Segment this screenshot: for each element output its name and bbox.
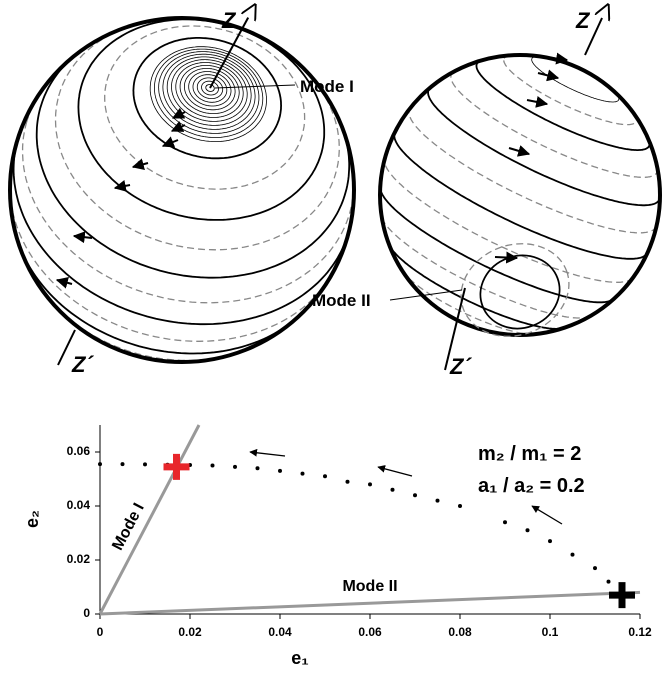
axis-label: Z´ bbox=[449, 354, 472, 379]
x-tick-label: 0 bbox=[97, 625, 104, 639]
data-point bbox=[98, 462, 102, 467]
latitude-line bbox=[196, 77, 224, 99]
latitude-line bbox=[179, 65, 240, 114]
latitude-line bbox=[132, 37, 283, 160]
latitude-line bbox=[388, 244, 565, 330]
latitude-line bbox=[402, 271, 535, 335]
latitude-line bbox=[149, 46, 267, 142]
cross-marker bbox=[609, 582, 635, 609]
data-point bbox=[233, 464, 237, 469]
data-point bbox=[503, 520, 507, 525]
x-tick-label: 0.08 bbox=[448, 625, 472, 639]
y-axis-label: e₂ bbox=[22, 510, 42, 528]
sphere-outline bbox=[8, 16, 356, 364]
annotation: m₂ / m₁ = 2 bbox=[478, 443, 581, 465]
z-axis-lower bbox=[57, 329, 76, 366]
axis-label: Z´ bbox=[71, 352, 94, 377]
latitude-line bbox=[380, 216, 591, 319]
data-point bbox=[278, 468, 282, 473]
latitude-line bbox=[192, 74, 228, 103]
axis-label: Z bbox=[575, 8, 591, 33]
sphere-drawings bbox=[8, 16, 662, 364]
data-point bbox=[300, 471, 305, 476]
data-point bbox=[143, 462, 147, 467]
data-point bbox=[323, 474, 327, 479]
annotation: a₁ / a₂ = 0.2 bbox=[478, 475, 585, 497]
motion-arrows bbox=[55, 52, 569, 289]
x-tick-label: 0.06 bbox=[358, 625, 382, 639]
data-point bbox=[458, 504, 462, 508]
cross-marker bbox=[163, 453, 190, 480]
mode-label: Mode I bbox=[300, 77, 354, 96]
mode-line bbox=[99, 590, 641, 616]
data-point bbox=[593, 566, 597, 571]
axis-label: Z bbox=[221, 8, 237, 33]
latitude-line bbox=[158, 51, 260, 134]
data-point bbox=[120, 462, 125, 467]
latitude-line bbox=[475, 59, 651, 151]
x-tick-label: 0.12 bbox=[628, 625, 652, 639]
data-point bbox=[435, 498, 440, 503]
pointer bbox=[214, 84, 296, 89]
trajectory-arrows bbox=[249, 448, 563, 525]
data-point bbox=[368, 482, 372, 487]
data-point bbox=[413, 493, 417, 498]
latitude-line bbox=[201, 80, 219, 96]
y-tick-label: 0.04 bbox=[67, 498, 91, 512]
data-point bbox=[210, 463, 215, 468]
z-axis bbox=[584, 5, 608, 56]
mode-label: Mode II bbox=[312, 291, 371, 310]
latitude-line bbox=[175, 62, 244, 118]
data-point bbox=[570, 552, 575, 557]
latitude-line bbox=[184, 68, 236, 111]
z-axis bbox=[209, 5, 255, 89]
latitude-line bbox=[379, 187, 615, 304]
latitude-line bbox=[205, 84, 215, 92]
latitude-line bbox=[393, 131, 649, 260]
x-tick-label: 0.04 bbox=[268, 625, 292, 639]
x-tick-label: 0.1 bbox=[542, 625, 559, 639]
mode-label: Mode II bbox=[342, 578, 397, 595]
mode-ii-orbit bbox=[479, 254, 561, 330]
data-point bbox=[345, 479, 350, 484]
data-point bbox=[525, 528, 530, 533]
chart: e₁ e₂ m₂ / m₁ = 2 a₁ / a₂ = 0.2 0 0.02 0.0… bbox=[22, 424, 652, 668]
z-axis-lower bbox=[444, 287, 466, 371]
latitude-line bbox=[531, 56, 620, 103]
x-tick-label: 0.02 bbox=[178, 625, 202, 639]
latitude-line bbox=[9, 183, 334, 342]
y-tick-label: 0.02 bbox=[67, 552, 91, 566]
latitude-line bbox=[21, 88, 355, 304]
data-point bbox=[255, 466, 260, 471]
latitude-line bbox=[104, 25, 306, 190]
y-tick-label: 0.06 bbox=[67, 444, 91, 458]
mode-line bbox=[98, 424, 201, 615]
latitude-line bbox=[12, 136, 351, 326]
y-tick-label: 0 bbox=[83, 606, 90, 620]
x-axis-label: e₁ bbox=[291, 648, 308, 668]
mode-label: Mode I bbox=[109, 500, 148, 553]
data-point bbox=[390, 487, 395, 492]
data-point bbox=[548, 539, 552, 544]
latitude-line bbox=[188, 71, 232, 107]
mode-ii-orbit bbox=[460, 243, 570, 337]
latitude-line bbox=[15, 236, 302, 355]
pointer bbox=[389, 289, 463, 301]
data-point bbox=[606, 579, 611, 584]
latitude-line bbox=[383, 158, 634, 283]
